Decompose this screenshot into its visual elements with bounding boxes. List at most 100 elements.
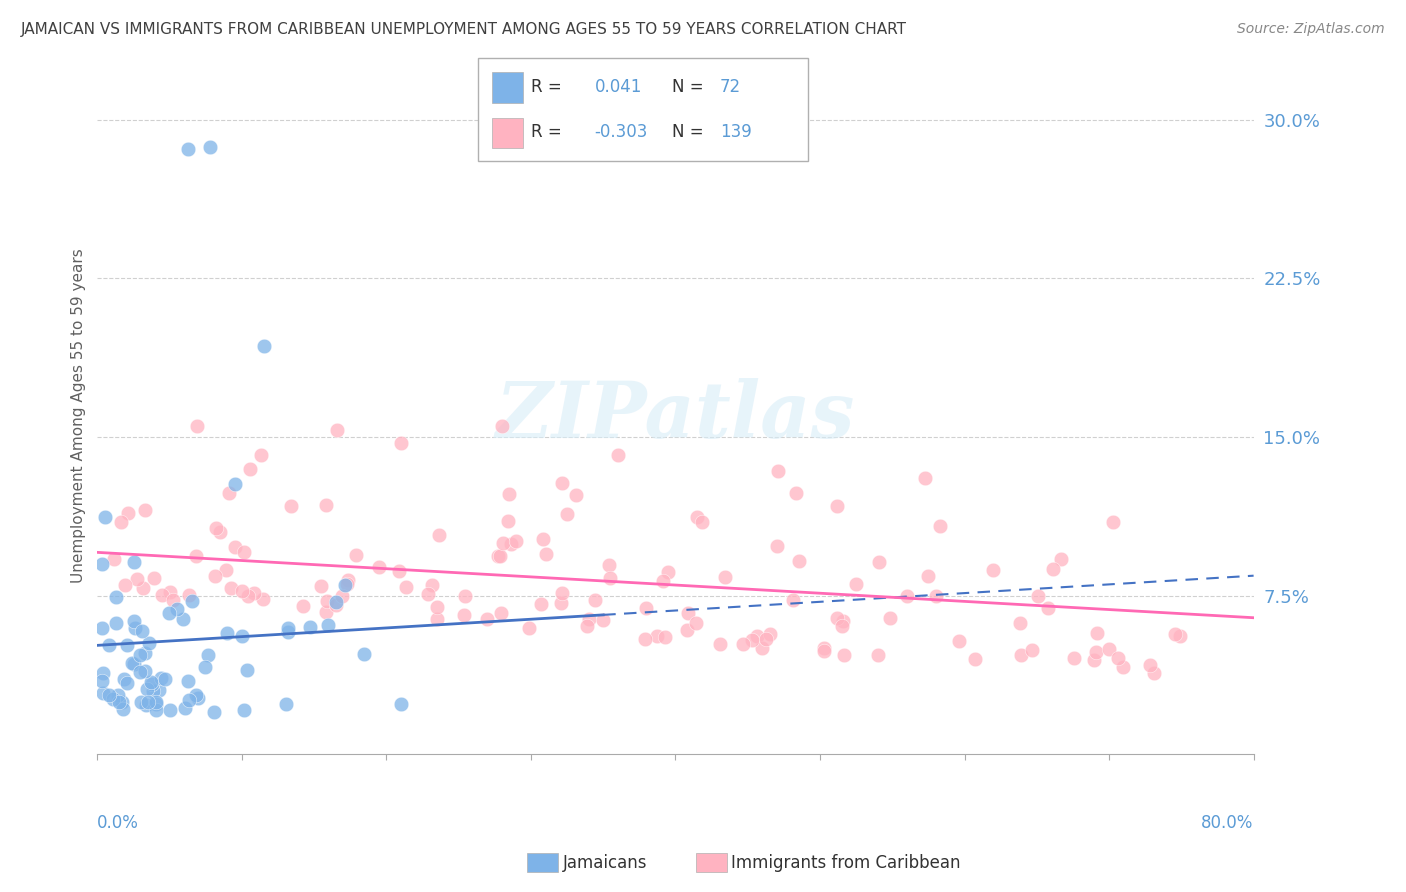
Point bbox=[813, 641, 835, 656]
Point bbox=[550, 596, 572, 610]
Point bbox=[333, 578, 356, 592]
Point bbox=[1085, 626, 1108, 640]
Point bbox=[150, 588, 173, 602]
Point bbox=[209, 525, 232, 540]
Point bbox=[274, 698, 297, 712]
Point bbox=[686, 510, 709, 524]
Point bbox=[136, 696, 159, 710]
Point bbox=[599, 571, 621, 585]
Point bbox=[218, 485, 240, 500]
Point bbox=[172, 612, 194, 626]
Point bbox=[128, 648, 150, 662]
Point bbox=[388, 564, 411, 578]
Text: Immigrants from Caribbean: Immigrants from Caribbean bbox=[731, 854, 960, 871]
Point bbox=[395, 580, 418, 594]
Point bbox=[107, 695, 129, 709]
Point bbox=[238, 589, 260, 603]
Point bbox=[232, 703, 254, 717]
Text: JAMAICAN VS IMMIGRANTS FROM CARIBBEAN UNEMPLOYMENT AMONG AGES 55 TO 59 YEARS COR: JAMAICAN VS IMMIGRANTS FROM CARIBBEAN UN… bbox=[21, 22, 907, 37]
Point bbox=[142, 684, 165, 698]
Point bbox=[1026, 589, 1049, 603]
Point bbox=[316, 617, 339, 632]
Text: -0.303: -0.303 bbox=[595, 123, 648, 141]
Point bbox=[134, 664, 156, 678]
Point bbox=[145, 695, 167, 709]
Point bbox=[221, 581, 243, 595]
Text: Jamaicans: Jamaicans bbox=[562, 854, 647, 871]
Point bbox=[204, 569, 226, 583]
Point bbox=[1102, 515, 1125, 529]
Point bbox=[427, 528, 450, 542]
Point bbox=[242, 586, 264, 600]
Point bbox=[477, 612, 499, 626]
Point bbox=[578, 612, 600, 626]
Point bbox=[194, 659, 217, 673]
Point bbox=[825, 500, 848, 514]
Point bbox=[530, 597, 553, 611]
Point bbox=[1050, 552, 1073, 566]
Point bbox=[112, 673, 135, 687]
Point bbox=[131, 624, 153, 639]
Point bbox=[277, 625, 299, 640]
Point bbox=[177, 588, 200, 602]
Point bbox=[879, 611, 901, 625]
Text: ZIPatlas: ZIPatlas bbox=[496, 377, 855, 454]
Point bbox=[813, 644, 835, 658]
Point bbox=[224, 476, 246, 491]
Point bbox=[181, 594, 204, 608]
Point bbox=[141, 676, 163, 690]
Point bbox=[747, 629, 769, 643]
Point bbox=[416, 587, 439, 601]
Point bbox=[607, 448, 630, 462]
Point bbox=[135, 698, 157, 712]
Point bbox=[1084, 645, 1107, 659]
Point bbox=[215, 626, 238, 640]
Point bbox=[454, 590, 477, 604]
Point bbox=[755, 632, 778, 647]
Text: N =: N = bbox=[672, 78, 703, 95]
Point bbox=[215, 563, 238, 577]
Point bbox=[316, 593, 339, 607]
Point bbox=[136, 681, 159, 696]
Point bbox=[139, 675, 162, 690]
Point bbox=[782, 593, 804, 607]
Point bbox=[117, 676, 139, 690]
Point bbox=[134, 646, 156, 660]
Point bbox=[765, 539, 787, 553]
Point bbox=[90, 674, 112, 689]
Point bbox=[565, 488, 588, 502]
Point bbox=[676, 606, 699, 620]
Point bbox=[1107, 651, 1129, 665]
Point bbox=[831, 619, 853, 633]
Point bbox=[145, 703, 167, 717]
Point bbox=[90, 557, 112, 571]
Point bbox=[1008, 616, 1031, 631]
Point bbox=[488, 549, 510, 563]
Point bbox=[690, 515, 713, 529]
Point bbox=[598, 558, 620, 572]
Point bbox=[981, 563, 1004, 577]
Point bbox=[115, 638, 138, 652]
Point bbox=[634, 601, 657, 615]
Point bbox=[129, 665, 152, 679]
Point bbox=[114, 578, 136, 592]
Point bbox=[138, 636, 160, 650]
Point bbox=[143, 571, 166, 585]
Point bbox=[368, 559, 391, 574]
Point bbox=[1111, 660, 1133, 674]
Point bbox=[1143, 666, 1166, 681]
Point bbox=[1164, 626, 1187, 640]
Point bbox=[491, 606, 513, 620]
Point bbox=[499, 537, 522, 551]
Point bbox=[917, 569, 939, 583]
Point bbox=[177, 673, 200, 688]
Point bbox=[785, 485, 807, 500]
Point bbox=[184, 688, 207, 702]
Point bbox=[111, 695, 134, 709]
Point bbox=[1021, 643, 1043, 657]
Point bbox=[252, 592, 274, 607]
Point bbox=[239, 461, 262, 475]
Point bbox=[336, 574, 359, 588]
Point bbox=[177, 142, 200, 156]
Point bbox=[231, 584, 253, 599]
